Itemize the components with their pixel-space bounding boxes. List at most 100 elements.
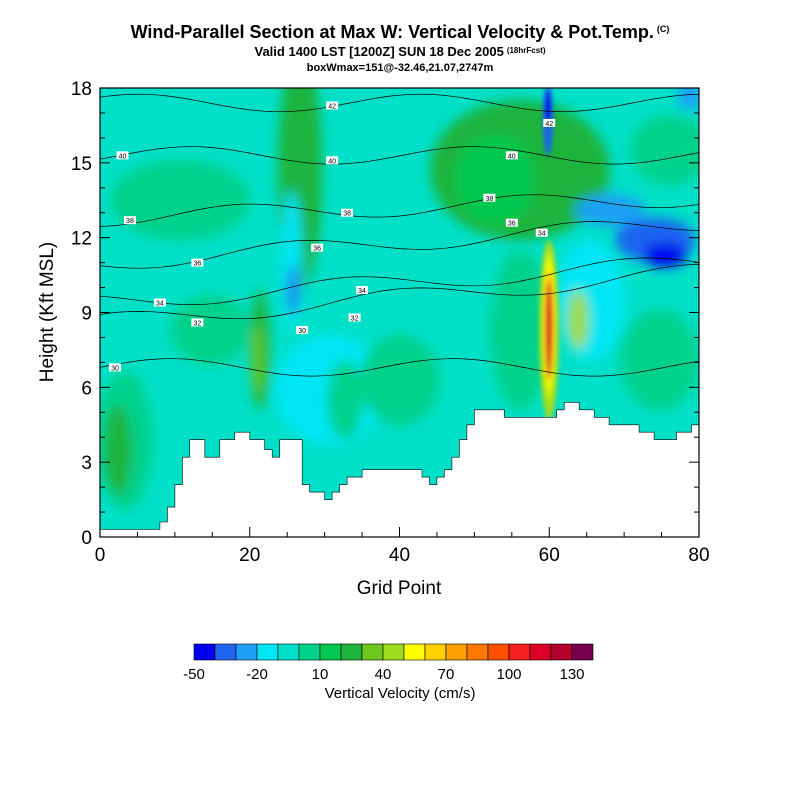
box-wmax: boxWmax=151@-32.46,21.07,2747m — [306, 62, 494, 74]
blue-band-a — [575, 194, 645, 226]
x-tick-label: 80 — [688, 545, 709, 566]
x-tick-label: 20 — [239, 545, 260, 566]
updraft-inner — [546, 280, 552, 380]
colorbar: -50 -20 10 40 70 100 130 — [183, 643, 594, 683]
y-tick-label: 3 — [81, 453, 92, 474]
contour-label-bg — [543, 118, 556, 127]
theta-contour — [100, 93, 699, 113]
contour-label-bg — [108, 363, 121, 372]
y-tick-label: 15 — [71, 154, 92, 175]
chart-title-text: Wind-Parallel Section at Max W: Vertical… — [130, 22, 654, 42]
chart-title: Wind-Parallel Section at Max W: Vertical… — [0, 22, 800, 43]
contour-label-bg — [191, 318, 204, 327]
yellow-green-strip-a — [253, 325, 263, 395]
colorbar-swatch — [571, 643, 594, 661]
contour-label: 40 — [326, 156, 339, 165]
contour-label-bg — [123, 216, 136, 225]
contour-label-bg — [535, 228, 548, 237]
contour-label-text: 34 — [358, 288, 366, 295]
contour-label-bg — [505, 151, 518, 160]
colorbar-swatch — [508, 643, 531, 661]
contour-label-text: 40 — [119, 153, 127, 160]
contour-label: 42 — [543, 118, 556, 128]
far-right-low-green — [620, 310, 699, 410]
right-upper-darkgreen — [455, 135, 535, 225]
contour-label: 40 — [505, 151, 518, 160]
contour-label-text: 30 — [111, 365, 119, 372]
theta-contour — [100, 257, 699, 305]
contour-label-bg — [356, 286, 369, 295]
colorbar-swatch — [193, 643, 216, 661]
y-tick-label: 0 — [81, 528, 92, 549]
contour-label-bg — [348, 313, 361, 322]
contour-label: 36 — [311, 243, 324, 253]
contour-label-bg — [191, 258, 204, 267]
theta-contour — [100, 358, 699, 377]
contour-label-bg — [311, 243, 324, 252]
contour-label-bg — [483, 193, 496, 202]
colorbar-swatch — [487, 643, 510, 661]
far-right-green — [630, 115, 699, 185]
contour-label-text: 36 — [508, 221, 516, 228]
blue-band-c — [643, 243, 687, 267]
colorbar-swatch — [424, 643, 447, 661]
contour-label-text: 40 — [328, 158, 336, 165]
plume-blue — [288, 265, 298, 315]
colorbar-swatch — [550, 643, 573, 661]
colorbar-label: Vertical Velocity (cm/s) — [325, 685, 476, 702]
copyright-mark: (C) — [656, 24, 670, 34]
contour-label: 38 — [123, 216, 136, 225]
colorbar-tick-label: 70 — [438, 666, 455, 683]
contour-label: 36 — [191, 258, 204, 268]
y-axis-label: Height (Kft MSL) — [37, 242, 58, 382]
colorbar-swatch — [319, 643, 342, 661]
colorbar-tick-label: 130 — [559, 666, 584, 683]
colorbar-swatch — [466, 643, 489, 661]
right-yellow-green — [568, 290, 588, 350]
contour-label: 34 — [535, 228, 548, 238]
colorbar-swatch — [235, 643, 258, 661]
colorbar-swatch — [361, 643, 384, 661]
y-tick-label: 12 — [71, 229, 92, 250]
colorbar-tick-label: 10 — [312, 666, 329, 683]
contour-label-text: 42 — [545, 121, 553, 128]
contour-label: 38 — [483, 193, 496, 203]
colorbar-swatch — [382, 643, 405, 661]
contour-label-text: 42 — [328, 103, 336, 110]
forecast-hour: (18hrFcst) — [506, 46, 546, 55]
valid-time-text: Valid 1400 LST [1200Z] SUN 18 Dec 2005 — [254, 44, 504, 59]
y-tick-label: 9 — [81, 304, 92, 325]
contour-label-text: 34 — [156, 301, 164, 308]
central-green — [327, 360, 363, 440]
contour-label-text: 40 — [508, 153, 516, 160]
contour-label: 30 — [296, 325, 309, 335]
right-green-column — [490, 250, 550, 410]
contour-label: 32 — [191, 318, 204, 327]
contour-label: 30 — [108, 363, 121, 372]
contour-label-text: 38 — [343, 211, 351, 218]
mid-green — [360, 335, 440, 425]
y-tick-label: 18 — [71, 79, 92, 100]
colorbar-swatch — [403, 643, 426, 661]
contour-label-bg — [116, 151, 129, 160]
theta-contour — [100, 194, 699, 227]
contour-label: 32 — [348, 313, 361, 322]
upper-left-green — [110, 160, 250, 240]
downdraft-core — [545, 90, 551, 126]
contour-label-text: 32 — [193, 320, 201, 327]
contour-label-bg — [505, 218, 518, 227]
contour-label-text: 34 — [538, 231, 546, 238]
colorbar-swatch — [529, 643, 552, 661]
contour-label: 34 — [356, 286, 369, 295]
colorbar-tick-label: -20 — [246, 666, 268, 683]
valid-time: Valid 1400 LST [1200Z] SUN 18 Dec 2005 (1… — [0, 44, 800, 59]
right-cyan — [555, 240, 625, 360]
colorbar-swatch — [256, 643, 279, 661]
x-tick-label: 40 — [389, 545, 410, 566]
contour-label-bg — [326, 101, 339, 110]
contour-label: 38 — [341, 208, 354, 218]
x-tick-label: 60 — [539, 545, 560, 566]
colorbar-swatch — [445, 643, 468, 661]
contour-label-bg — [341, 208, 354, 217]
